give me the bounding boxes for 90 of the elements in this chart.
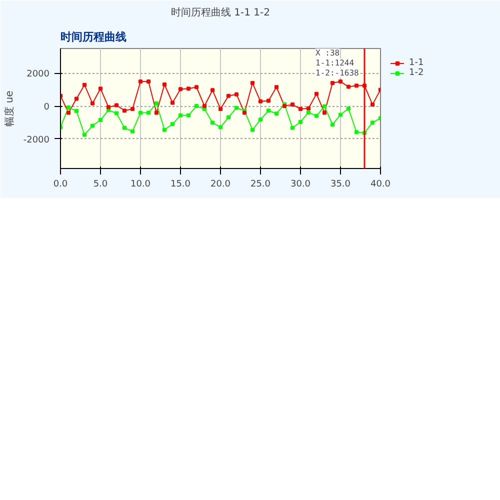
- legend-label: 1-1: [409, 58, 425, 68]
- point: [74, 96, 78, 101]
- point: [258, 99, 262, 104]
- point: [74, 108, 78, 113]
- point: [106, 105, 110, 110]
- y-tick-label: 0: [44, 102, 50, 113]
- point: [250, 128, 254, 132]
- chart-title: 时间历程曲线 1-1 1-2: [170, 6, 270, 18]
- point: [226, 94, 230, 98]
- point: [210, 88, 214, 92]
- point: [218, 125, 222, 130]
- point: [266, 108, 270, 113]
- point: [82, 82, 86, 87]
- point: [194, 104, 198, 108]
- point: [170, 100, 174, 105]
- legend-label: 1-2: [409, 68, 425, 78]
- point: [186, 113, 190, 118]
- point: [90, 101, 94, 106]
- point: [314, 114, 318, 118]
- annotation: X :38: [316, 48, 340, 58]
- point: [370, 120, 374, 125]
- point: [234, 92, 238, 96]
- point: [162, 82, 166, 86]
- point: [274, 85, 278, 90]
- point: [210, 120, 214, 125]
- point: [122, 108, 126, 113]
- point: [154, 101, 158, 106]
- point: [354, 84, 358, 88]
- point: [226, 115, 230, 120]
- point: [322, 104, 326, 108]
- point: [314, 92, 318, 96]
- point: [266, 98, 270, 103]
- point: [90, 124, 94, 128]
- point: [98, 86, 102, 91]
- point: [306, 106, 310, 110]
- point: [298, 106, 302, 111]
- point: [370, 102, 374, 107]
- annotation: 1-2:-1638: [316, 68, 360, 78]
- point: [170, 122, 174, 126]
- point: [66, 106, 70, 110]
- point: [146, 110, 150, 115]
- point: [338, 80, 342, 84]
- point: [162, 128, 166, 132]
- x-tick-label: 10.0: [130, 180, 151, 190]
- point: [338, 112, 342, 117]
- x-tick-label: 30.0: [290, 180, 311, 190]
- point: [330, 81, 334, 86]
- annotation: 1-1:1244: [316, 58, 354, 68]
- point: [114, 103, 118, 108]
- point: [306, 110, 310, 114]
- point: [178, 87, 182, 92]
- point: [66, 110, 70, 115]
- point: [130, 129, 134, 134]
- x-tick-label: 35.0: [330, 180, 351, 190]
- x-tick-label: 40.0: [370, 180, 391, 190]
- point: [114, 111, 118, 116]
- point: [202, 104, 206, 108]
- point: [194, 85, 198, 90]
- point: [354, 130, 358, 134]
- point: [178, 113, 182, 118]
- point: [154, 110, 158, 115]
- point: [138, 110, 142, 115]
- point: [274, 112, 278, 116]
- point: [330, 122, 334, 127]
- point: [98, 118, 102, 122]
- x-tick-label: 15.0: [170, 180, 191, 190]
- point: [138, 80, 142, 84]
- text: 时间历程曲线: [60, 30, 126, 44]
- point: [186, 86, 190, 91]
- point: [346, 84, 350, 89]
- point: [298, 120, 302, 124]
- point: [146, 80, 150, 84]
- point: [234, 106, 238, 110]
- point: [258, 118, 262, 122]
- point: [290, 126, 294, 130]
- point: [322, 110, 326, 115]
- point: [130, 106, 134, 111]
- point: [82, 132, 86, 137]
- point: [122, 126, 126, 130]
- x-tick-label: 0.0: [53, 180, 68, 190]
- x-tick-label: 20.0: [210, 180, 231, 190]
- y-axis-title: 幅度 ue: [3, 90, 16, 126]
- y-tick-label: 2000: [26, 70, 50, 80]
- y-tick-label: -2000: [23, 135, 50, 146]
- point: [346, 106, 350, 111]
- point: [218, 106, 222, 111]
- point: [250, 81, 254, 86]
- point: [290, 102, 294, 107]
- x-tick-label: 5.0: [93, 180, 108, 190]
- x-tick-label: 25.0: [250, 180, 271, 190]
